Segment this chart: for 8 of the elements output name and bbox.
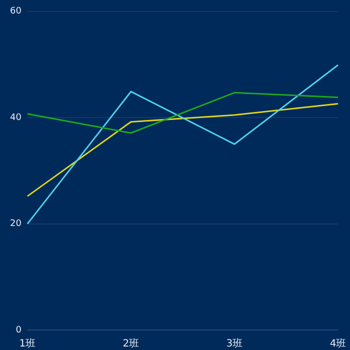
y-tick-label: 0 xyxy=(16,325,22,336)
x-tick-label: 3班 xyxy=(226,338,243,350)
y-tick-label: 20 xyxy=(10,219,22,230)
x-tick-label: 1班 xyxy=(19,338,36,350)
x-tick-label: 4班 xyxy=(330,338,346,350)
x-tick-label: 2班 xyxy=(122,338,140,350)
y-tick-label: 60 xyxy=(10,6,22,17)
y-tick-label: 40 xyxy=(10,112,22,123)
